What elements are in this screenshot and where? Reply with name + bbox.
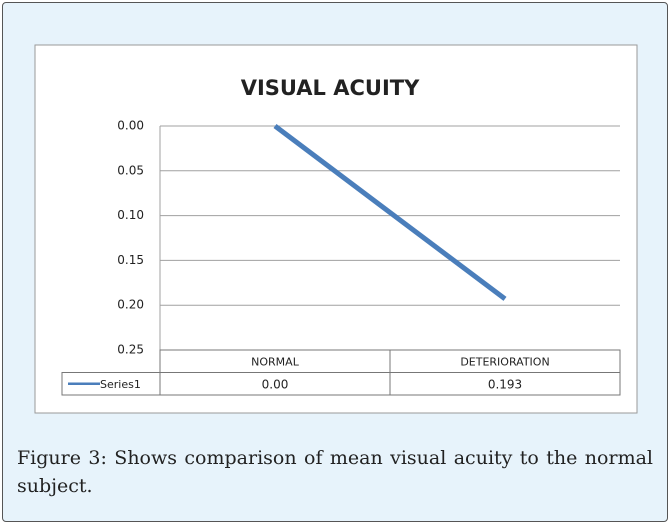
legend-label: Series1 (100, 378, 141, 391)
chart: VISUAL ACUITY 0.00 0.05 0.10 0.15 0.20 0.25 NO… (34, 44, 638, 414)
y-tick-label: 0.00 (117, 119, 144, 133)
y-tick-label: 0.10 (117, 208, 144, 222)
data-table-value: 0.00 (262, 377, 289, 391)
x-tick-label: DETERIORATION (460, 355, 549, 368)
data-table-legend-cell (61, 372, 161, 396)
series-line (273, 124, 507, 301)
y-tick-label: 0.15 (117, 253, 144, 267)
y-tick-label: 0.20 (117, 298, 144, 312)
chart-area (34, 44, 638, 414)
chart-title: VISUAL ACUITY (241, 76, 420, 100)
data-table-value: 0.193 (488, 377, 522, 391)
x-tick-label: NORMAL (251, 355, 300, 368)
caption: Figure 3: Shows comparison of mean visua… (17, 447, 653, 497)
y-tick-label: 0.05 (117, 163, 144, 177)
y-tick-label: 0.25 (117, 343, 144, 357)
